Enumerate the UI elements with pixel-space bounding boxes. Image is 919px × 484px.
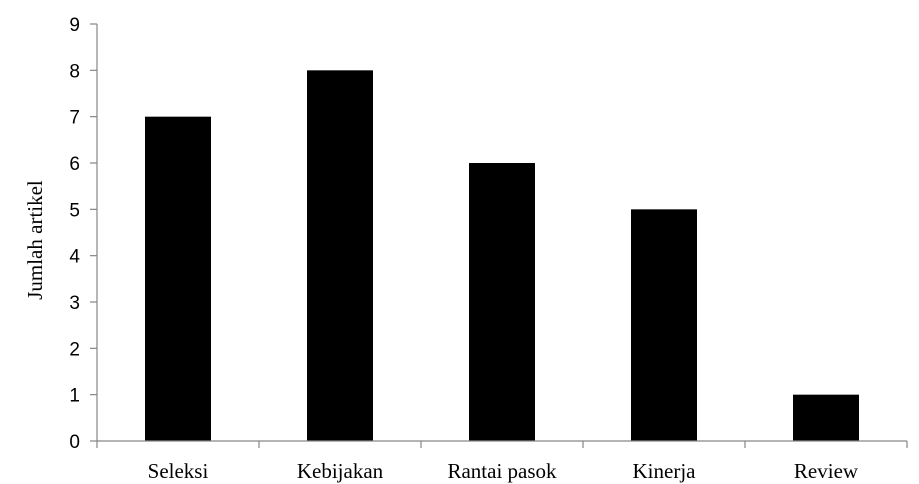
bars-group — [145, 70, 859, 442]
y-tick-label: 3 — [69, 293, 80, 314]
y-tick-label: 4 — [69, 247, 80, 268]
y-tick-label: 7 — [69, 108, 80, 129]
y-tick-label: 2 — [69, 339, 80, 360]
x-category-label: Seleksi — [148, 459, 209, 483]
x-category-label: Rantai pasok — [447, 459, 557, 483]
bar-review — [793, 394, 859, 441]
y-tick-label: 9 — [69, 15, 80, 36]
axes-group — [96, 24, 907, 442]
x-category-label: Kebijakan — [297, 459, 384, 483]
y-tick-label: 0 — [69, 432, 80, 453]
x-category-label: Kinerja — [633, 459, 697, 483]
y-tick-label: 1 — [69, 386, 80, 407]
bar-kinerja — [631, 209, 697, 441]
y-axis-title: Jumlah artikel — [23, 180, 47, 300]
bar-kebijakan — [307, 70, 373, 441]
x-ticks-group: Seleksi Kebijakan Rantai pasok Kinerja Revie… — [96, 441, 908, 483]
y-ticks-group: 0 1 2 3 4 5 6 7 8 9 — [69, 15, 97, 453]
y-tick-label: 6 — [69, 154, 80, 175]
bar-seleksi — [145, 116, 211, 442]
x-category-label: Review — [794, 459, 859, 483]
y-tick-label: 5 — [69, 200, 80, 221]
y-tick-label: 8 — [69, 61, 80, 82]
bar-rantai-pasok — [469, 163, 535, 441]
